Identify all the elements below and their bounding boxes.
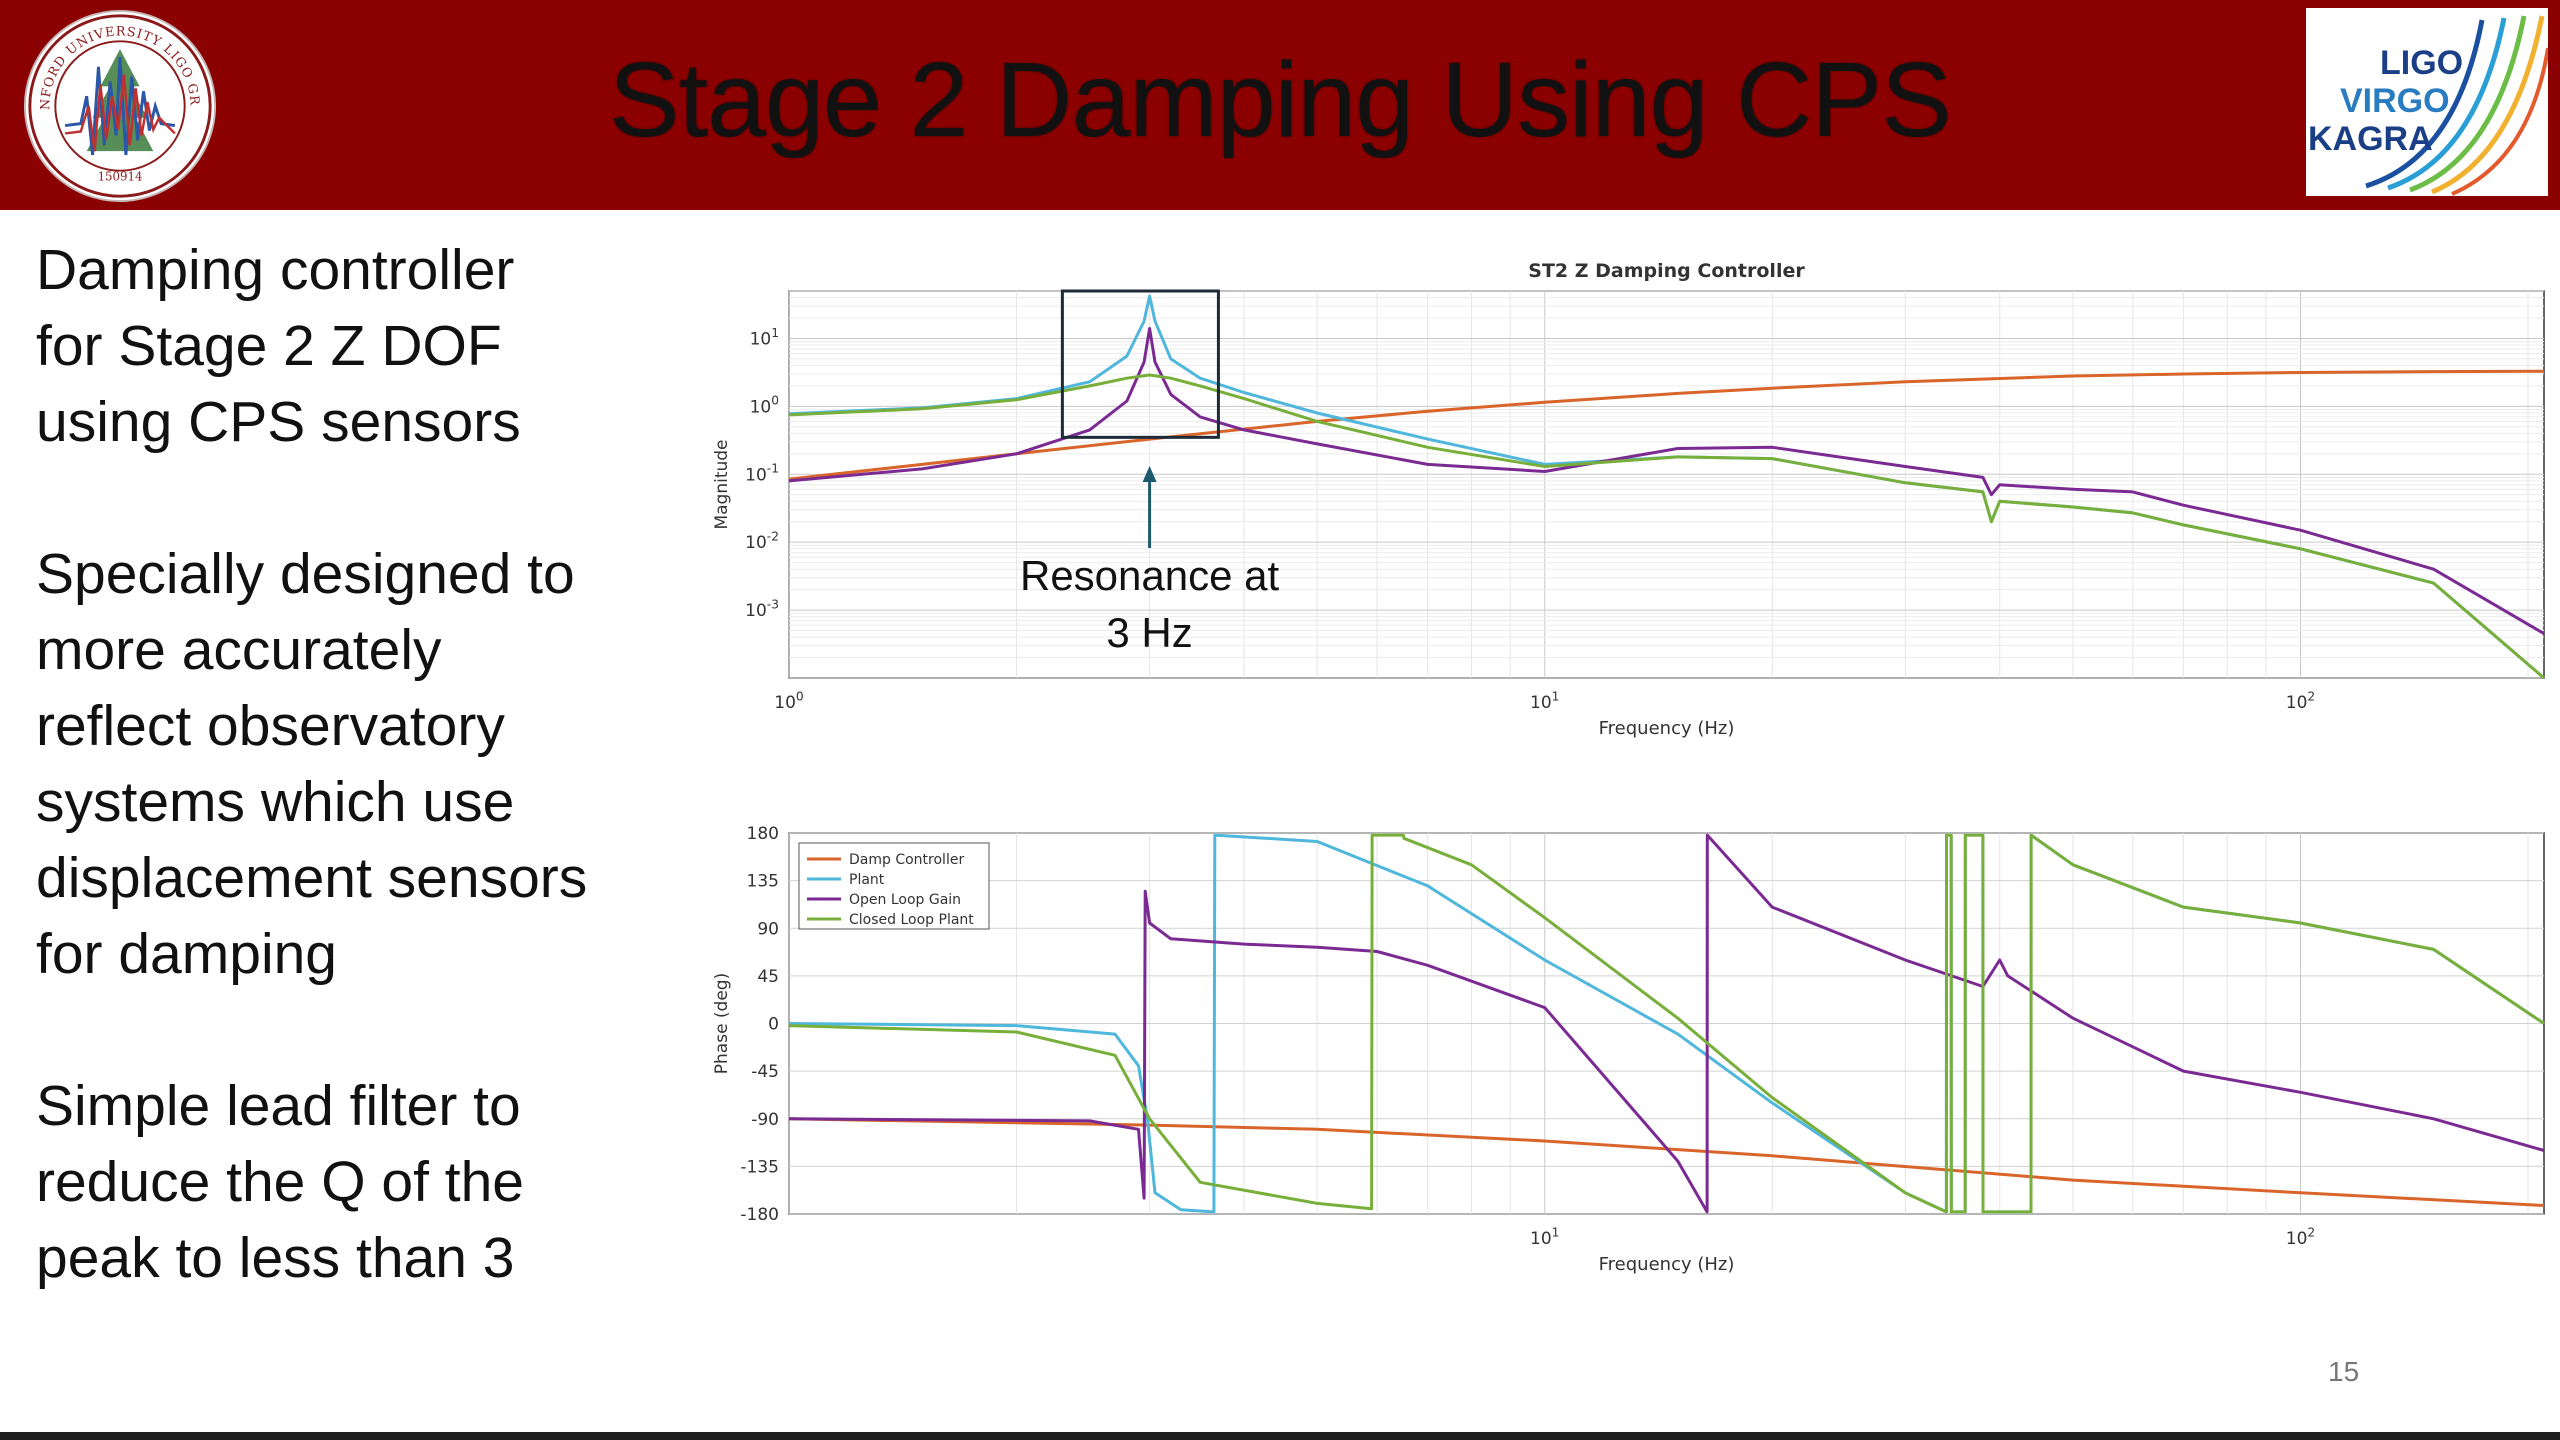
series-line-open_loop_gain (788, 327, 2545, 635)
x-tick-label: 102 (2286, 1225, 2315, 1249)
legend-entry: Closed Loop Plant (849, 912, 974, 928)
stanford-ligo-seal-icon: STANFORD UNIVERSITY LIGO GROUP 150914 (22, 8, 217, 203)
logo-arcs-icon (2365, 15, 2548, 196)
y-tick-label: -135 (740, 1157, 779, 1177)
y-tick-label: -180 (740, 1205, 779, 1225)
paragraph-specially-designed: Specially designed to more accurately re… (36, 542, 588, 986)
paragraph-lead-filter: Simple lead filter to reduce the Q of th… (36, 1074, 524, 1290)
resonance-highlight-box (1060, 289, 1220, 439)
y-tick-label: 0 (768, 1015, 779, 1035)
chart-title: ST2 Z Damping Controller (1528, 260, 1805, 282)
annotation-text-line2: 3 Hz (1106, 609, 1192, 656)
slide-number: 15 (2328, 1356, 2360, 1387)
y-axis-label: Magnitude (712, 439, 732, 529)
series-line-damp_controller (788, 1117, 2545, 1207)
series-line-damp_controller (788, 369, 2545, 481)
paragraph-damping-controller: Damping controller for Stage 2 Z DOF usi… (36, 238, 521, 454)
x-tick-label: 101 (1530, 689, 1559, 713)
slide-title-text: Stage 2 Damping Using CPS (609, 41, 1952, 159)
y-tick-label: 10-2 (745, 530, 779, 554)
x-axis-label: Frequency (Hz) (1599, 1254, 1735, 1275)
y-axis-label: Phase (deg) (712, 973, 732, 1074)
annotation-arrow-head (1142, 466, 1157, 482)
legend-entry: Open Loop Gain (849, 892, 961, 908)
y-tick-label: 135 (747, 872, 779, 892)
series-line-closed_loop_plant (788, 833, 2545, 1214)
bottom-divider (0, 1432, 2560, 1440)
annotation-text-line1: Resonance at (1020, 552, 1280, 599)
x-axis-label: Frequency (Hz) (1599, 718, 1735, 739)
y-tick-label: 10-1 (745, 462, 779, 486)
ligo-virgo-kagra-logo: LIGO VIRGO KAGRA (2306, 8, 2548, 196)
y-tick-label: 180 (747, 824, 779, 844)
logo-word-virgo: VIRGO (2340, 82, 2450, 120)
logo-word-ligo: LIGO (2380, 44, 2464, 82)
y-tick-label: 90 (757, 919, 779, 939)
x-tick-label: 101 (1530, 1225, 1559, 1249)
y-tick-label: -45 (751, 1062, 779, 1082)
legend-entry: Plant (849, 872, 885, 888)
series-line-open_loop_gain (788, 833, 2545, 1214)
y-tick-label: 100 (750, 394, 779, 418)
x-tick-label: 100 (774, 689, 803, 713)
legend-box (798, 842, 990, 930)
logo-word-kagra: KAGRA (2308, 120, 2433, 158)
seal-date-text: 150914 (98, 169, 143, 183)
slide-title: Stage 2 Damping Using CPS (0, 40, 2560, 161)
legend-entry: Damp Controller (849, 852, 964, 868)
title-bar: STANFORD UNIVERSITY LIGO GROUP 150914 St… (0, 0, 2560, 210)
series-line-closed_loop_plant (788, 373, 2545, 680)
y-tick-label: 101 (750, 326, 779, 350)
y-tick-label: 10-3 (745, 597, 779, 621)
y-tick-label: 45 (757, 967, 779, 987)
bullet-text-column: Damping controller for Stage 2 Z DOF usi… (36, 232, 676, 1372)
x-tick-label: 102 (2286, 689, 2315, 713)
y-tick-label: -90 (751, 1110, 779, 1130)
